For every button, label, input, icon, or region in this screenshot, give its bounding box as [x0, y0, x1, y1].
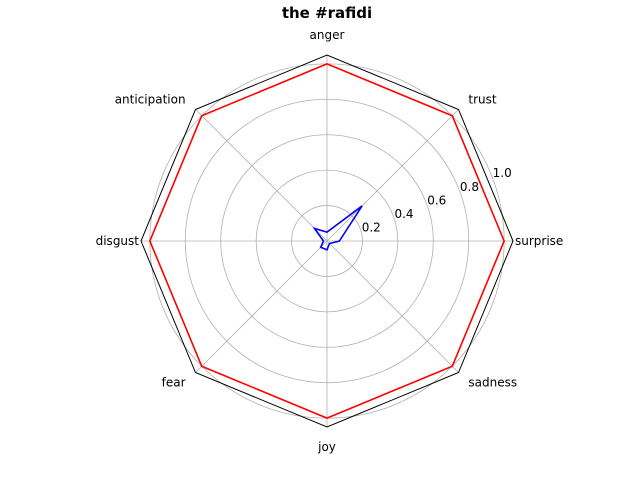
radial-tick-label-0: 0.2: [362, 220, 381, 234]
spoke-fear: [195, 240, 328, 373]
axis-label-trust: trust: [468, 93, 496, 107]
axis-label-fear: fear: [162, 375, 186, 389]
radial-tick-label-1: 0.4: [394, 207, 413, 221]
series-0-line: [148, 62, 506, 420]
axis-label-sadness: sadness: [468, 375, 517, 389]
axis-label-anger: anger: [310, 28, 345, 42]
frame-polygon: [140, 54, 514, 428]
axis-label-disgust: disgust: [96, 234, 140, 248]
radial-grid: [141, 55, 513, 427]
series-1-line: [312, 205, 363, 251]
axis-label-surprise: surprise: [515, 234, 563, 248]
radial-tick-label-3: 0.8: [460, 180, 479, 194]
chart-title: the #rafidi: [282, 4, 372, 22]
radial-tick-label-4: 1.0: [493, 166, 512, 180]
axis-labels: surprise trust anger anticipation disgust fea…: [96, 28, 564, 454]
axis-label-anticipation: anticipation: [115, 93, 186, 107]
axis-label-joy: joy: [317, 440, 336, 454]
octagon-frame: [140, 54, 514, 428]
spoke-trust: [326, 109, 459, 242]
radial-tick-labels: 0.2 0.4 0.6 0.8 1.0: [362, 166, 512, 234]
radial-tick-label-2: 0.6: [427, 193, 446, 207]
spoke-anticipation: [195, 109, 328, 242]
series-layer: [148, 62, 506, 420]
spoke-sadness: [326, 240, 459, 373]
